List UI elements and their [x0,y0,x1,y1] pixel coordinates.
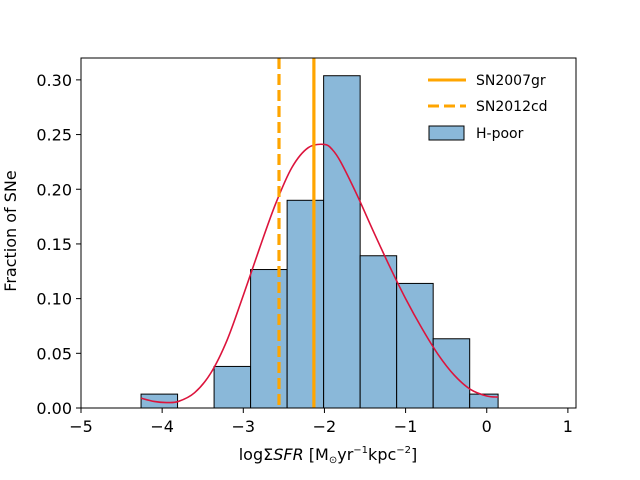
bar-5 [323,75,361,409]
legend: SN2007gr SN2012cd H-poor [428,73,548,142]
x-tick-label-5: 0 [482,417,492,436]
reference-lines [277,58,316,408]
bar-2 [213,365,252,409]
x-tick-label-4: −1 [394,417,418,436]
histogram-bars [140,75,499,409]
legend-label-sn2012cd: SN2012cd [476,99,548,115]
y-tick-label-5: 0.25 [36,126,72,145]
legend-swatch-h-poor [428,125,465,141]
axis-ticks: −5 −4 −3 −2 −1 0 1 0.00 0.05 0.10 0.15 0.20 0.25 0.30 [36,71,573,436]
y-axis-label: Fraction of SNe [1,170,20,291]
kde-curve-layer [140,143,499,404]
bar-0 [140,393,179,409]
y-tick-label-1: 0.05 [36,344,72,363]
bar-8 [432,338,471,409]
x-tick-label-0: −5 [69,417,93,436]
bar-3 [250,269,288,409]
axes [80,57,577,409]
x-tick-label-3: −2 [313,417,337,436]
x-tick-label-6: 1 [563,417,573,436]
y-tick-label-0: 0.00 [36,399,72,418]
legend-label-h-poor: H-poor [476,126,524,142]
plot-frame [80,57,577,409]
kde-curve [140,143,499,404]
x-tick-label-1: −4 [150,417,174,436]
x-axis-label: logΣSFR [M⊙yr−1kpc−2] [239,445,418,466]
bar-6 [359,255,398,409]
legend-label-sn2007gr: SN2007gr [476,73,546,89]
y-tick-label-6: 0.30 [36,71,72,90]
x-tick-label-2: −3 [231,417,255,436]
bar-7 [396,282,434,409]
y-tick-label-2: 0.10 [36,290,72,309]
bar-4 [286,199,325,409]
y-tick-label-4: 0.20 [36,180,72,199]
y-tick-label-3: 0.15 [36,235,72,254]
